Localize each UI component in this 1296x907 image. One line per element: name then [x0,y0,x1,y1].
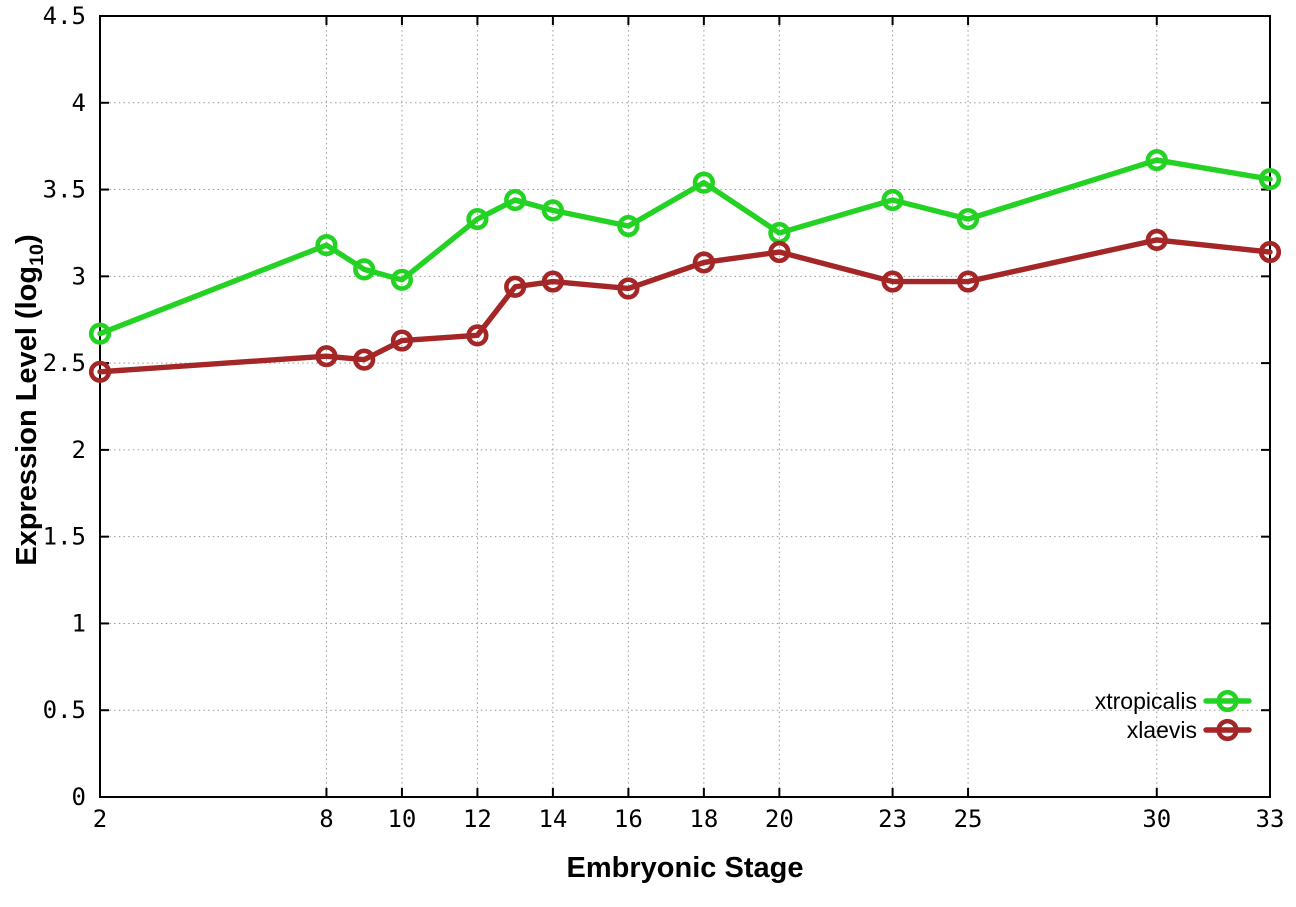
data-point-xlaevis-8 [315,345,338,368]
y-axis-title-text: Expression Level (log [11,265,44,566]
data-point-xlaevis-13 [504,275,527,298]
y-tick-label: 2.5 [43,349,86,377]
y-tick-label: 3.5 [43,176,86,204]
data-point-xtropicalis-33 [1258,168,1282,191]
data-point-xtropicalis-12 [466,207,489,231]
x-tick-label: 23 [878,805,907,833]
series-line-xlaevis [97,237,1273,375]
x-tick-label: 33 [1256,805,1285,833]
x-tick-label: 14 [538,805,567,833]
y-tick-label: 4.5 [43,2,86,30]
y-axis-title-close: ) [11,234,44,244]
data-point-xtropicalis-14 [541,199,565,222]
data-point-xtropicalis-13 [504,188,527,212]
y-tick-label: 3 [72,262,86,290]
series-line-xtropicalis [97,157,1273,337]
data-point-xtropicalis-18 [692,171,715,194]
x-tick-label: 30 [1142,805,1171,833]
y-tick-label: 2 [72,436,86,464]
data-point-xlaevis-14 [541,270,565,293]
legend-marker-xtropicalis [1216,689,1239,713]
y-axis-title: Expression Level (log10) [11,234,49,565]
x-tick-label: 2 [93,805,107,833]
x-tick-label: 16 [614,805,643,833]
data-point-xtropicalis-2 [88,322,112,345]
legend-label-xtropicalis: xtropicalis [1095,688,1197,714]
data-point-xlaevis-18 [692,251,715,274]
plot-border [99,15,1271,798]
y-axis-title-subscript: 10 [25,243,48,266]
x-tick-label: 25 [954,805,983,833]
data-point-xlaevis-23 [881,270,904,293]
data-point-xlaevis-12 [466,324,489,347]
data-point-xlaevis-20 [768,240,791,264]
x-tick-label: 12 [463,805,492,833]
y-tick-label: 0.5 [43,696,86,724]
data-point-xtropicalis-9 [353,258,376,281]
data-point-xlaevis-30 [1145,228,1168,251]
data-point-xtropicalis-16 [617,214,640,238]
x-tick-label: 18 [689,805,718,833]
x-axis-title: Embryonic Stage [566,852,804,884]
data-point-xlaevis-9 [353,348,376,371]
data-point-xtropicalis-23 [881,188,904,212]
data-point-xtropicalis-30 [1145,148,1168,172]
legend-marker-xlaevis [1216,718,1239,742]
data-point-xlaevis-25 [956,270,980,293]
y-tick-label: 1 [72,609,86,637]
x-tick-label: 20 [765,805,794,833]
y-tick-label: 1.5 [43,523,86,551]
data-point-xlaevis-10 [390,329,414,352]
x-tick-label: 10 [387,805,416,833]
data-point-xtropicalis-8 [315,233,338,257]
data-point-xlaevis-2 [88,360,112,383]
data-point-xlaevis-16 [617,277,640,300]
x-tick-label: 8 [319,805,333,833]
y-tick-label: 0 [72,783,86,811]
y-tick-label: 4 [72,89,86,117]
data-point-xtropicalis-10 [390,268,414,291]
data-point-xtropicalis-25 [956,207,980,231]
data-point-xlaevis-33 [1258,240,1282,264]
legend-label-xlaevis: xlaevis [1127,717,1197,743]
